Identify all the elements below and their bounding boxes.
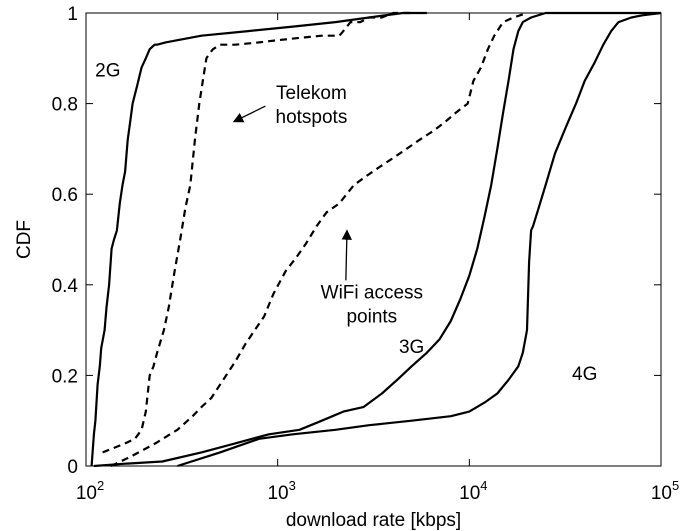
annotation-line: hotspots	[276, 107, 348, 128]
annotation-line: 4G	[572, 364, 597, 385]
annotation-line: 2G	[95, 60, 120, 81]
series-line-wifi-access-points	[110, 11, 528, 467]
y-tick-label: 0.2	[52, 366, 78, 387]
series-line-telekom-hotspots	[102, 11, 412, 454]
x-tick-label: 102	[76, 478, 104, 504]
x-tick-base: 10	[459, 483, 480, 504]
y-tick-label: 0.4	[52, 276, 79, 297]
x-tick-base: 10	[267, 483, 288, 504]
y-axis-title: CDF	[14, 220, 35, 259]
y-tick-label: 1	[67, 4, 78, 25]
x-tick-base: 10	[651, 483, 672, 504]
plot-frame	[85, 12, 662, 467]
series-line-3g	[93, 11, 661, 468]
series-line-2g	[90, 11, 427, 467]
x-tick-label: 105	[651, 478, 679, 504]
annotation-line: 3G	[399, 337, 424, 358]
annotation-line: points	[346, 306, 397, 327]
x-tick-label: 104	[459, 478, 487, 504]
annotation-4g: 4G	[572, 364, 597, 385]
x-tick-exponent: 4	[480, 478, 487, 493]
annotation-wifi-access-points: WiFi access points	[321, 282, 423, 327]
y-tick-label: 0.6	[52, 185, 78, 206]
series-line-4g	[177, 11, 662, 468]
x-tick-base: 10	[76, 483, 97, 504]
annotation-2g: 2G	[95, 60, 120, 81]
annotation-line: Telekom	[276, 83, 347, 104]
x-tick-exponent: 5	[672, 478, 679, 493]
y-tick-label: 0	[67, 457, 78, 478]
x-tick-label: 103	[267, 478, 295, 504]
x-tick-exponent: 2	[97, 478, 104, 493]
annotation-arrow	[341, 229, 352, 281]
x-tick-exponent: 3	[289, 478, 296, 493]
annotation-telekom-hotspots: Telekom hotspots	[276, 83, 348, 128]
annotation-line: WiFi access	[321, 282, 423, 303]
series-layer	[90, 11, 662, 468]
y-tick-label: 0.8	[52, 95, 78, 116]
annotation-arrow	[232, 105, 266, 123]
annotation-3g: 3G	[399, 337, 424, 358]
x-axis-title: download rate [kbps]	[286, 510, 461, 531]
